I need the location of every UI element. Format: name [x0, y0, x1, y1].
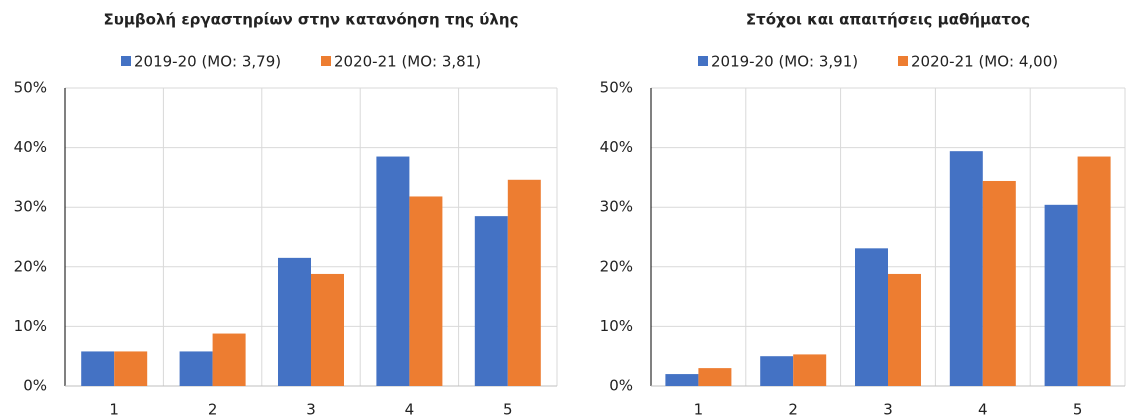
legend-label: 2019-20 (ΜΟ: 3,91) — [711, 53, 858, 71]
bar — [665, 374, 699, 386]
legend-swatch — [898, 56, 908, 66]
y-tick-label: 30% — [600, 198, 633, 216]
bar — [507, 179, 541, 386]
x-tick-label: 5 — [503, 401, 513, 419]
bar — [855, 248, 888, 386]
bar — [278, 257, 311, 386]
y-tick-label: 20% — [14, 257, 47, 275]
bar — [114, 351, 148, 386]
y-tick-label: 50% — [14, 79, 47, 97]
bar — [376, 156, 410, 386]
x-tick-label: 4 — [405, 401, 415, 419]
x-tick-label: 2 — [788, 401, 798, 419]
bar — [81, 351, 115, 386]
legend-label: 2020-21 (ΜΟ: 3,81) — [334, 53, 481, 71]
bar — [888, 273, 921, 386]
legend-swatch — [121, 56, 131, 66]
x-tick-label: 3 — [306, 401, 316, 419]
bar — [793, 354, 827, 386]
bar — [760, 356, 794, 386]
chart-title: Συμβολή εργαστηρίων στην κατανόηση της ύ… — [103, 11, 518, 29]
y-tick-label: 40% — [600, 138, 633, 156]
legend-label: 2020-21 (ΜΟ: 4,00) — [911, 53, 1058, 71]
bar — [179, 351, 213, 386]
bar — [311, 273, 344, 386]
x-tick-label: 5 — [1073, 401, 1083, 419]
x-tick-label: 1 — [109, 401, 119, 419]
x-tick-label: 3 — [883, 401, 893, 419]
y-tick-label: 0% — [23, 377, 47, 395]
bar — [1077, 156, 1111, 386]
bar — [698, 368, 732, 386]
y-tick-label: 10% — [600, 317, 633, 335]
y-tick-label: 10% — [14, 317, 47, 335]
bar — [982, 180, 1016, 386]
legend-label: 2019-20 (ΜΟ: 3,79) — [134, 53, 281, 71]
y-tick-label: 40% — [14, 138, 47, 156]
chart-title: Στόχοι και απαιτήσεις μαθήματος — [746, 11, 1030, 29]
y-tick-label: 0% — [609, 377, 633, 395]
legend-swatch — [698, 56, 708, 66]
y-tick-label: 30% — [14, 198, 47, 216]
y-tick-label: 50% — [600, 79, 633, 97]
y-tick-label: 20% — [600, 257, 633, 275]
bar — [409, 196, 443, 386]
x-tick-label: 1 — [694, 401, 704, 419]
bar — [474, 216, 508, 386]
legend-swatch — [321, 56, 331, 66]
bar — [1044, 204, 1078, 386]
x-tick-label: 2 — [208, 401, 218, 419]
bar — [212, 333, 246, 386]
x-tick-label: 4 — [978, 401, 988, 419]
bar — [949, 151, 983, 386]
